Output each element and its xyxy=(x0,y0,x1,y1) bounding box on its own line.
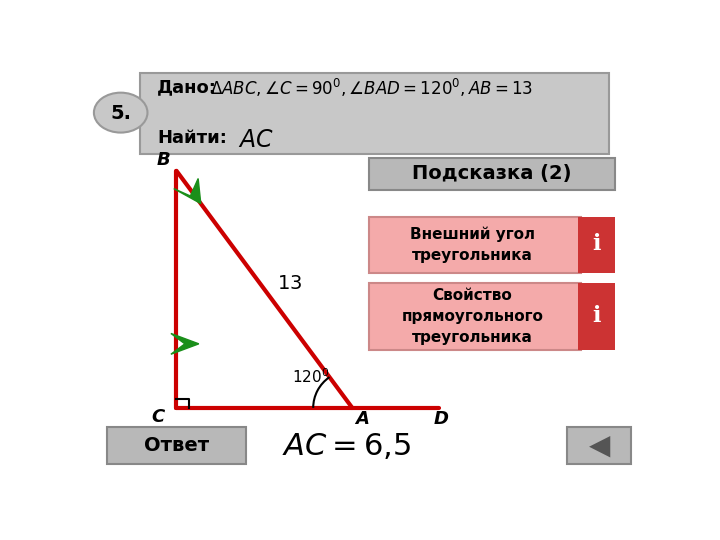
Text: B: B xyxy=(157,151,171,168)
FancyBboxPatch shape xyxy=(369,158,615,190)
FancyBboxPatch shape xyxy=(107,427,246,464)
Text: i: i xyxy=(593,233,601,255)
Text: C: C xyxy=(151,408,165,427)
FancyBboxPatch shape xyxy=(567,427,631,464)
Text: i: i xyxy=(593,305,601,327)
Text: $\mathit{13}$: $\mathit{13}$ xyxy=(277,274,302,293)
Text: $AC=6{,}5$: $AC=6{,}5$ xyxy=(282,431,411,461)
Text: Ответ: Ответ xyxy=(144,436,209,455)
Text: Внешний угол
треугольника: Внешний угол треугольника xyxy=(410,226,535,262)
Polygon shape xyxy=(174,179,201,204)
FancyBboxPatch shape xyxy=(578,283,615,349)
FancyBboxPatch shape xyxy=(369,283,581,349)
Text: $\Delta ABC,\angle C=90^{0},\angle BAD=120^{0},AB=13$: $\Delta ABC,\angle C=90^{0},\angle BAD=1… xyxy=(210,77,534,99)
Text: ◀: ◀ xyxy=(588,431,610,460)
Circle shape xyxy=(94,93,148,133)
Text: Найти:: Найти: xyxy=(157,129,227,146)
Text: Дано:: Дано: xyxy=(157,79,217,97)
Text: Свойство
прямоугольного
треугольника: Свойство прямоугольного треугольника xyxy=(401,288,543,345)
FancyBboxPatch shape xyxy=(140,73,609,154)
FancyBboxPatch shape xyxy=(578,217,615,273)
Polygon shape xyxy=(171,333,199,354)
Text: D: D xyxy=(433,410,448,428)
Text: $120^{0}$: $120^{0}$ xyxy=(292,368,329,386)
FancyBboxPatch shape xyxy=(369,217,581,273)
Text: $AC$: $AC$ xyxy=(238,127,274,152)
Text: 5.: 5. xyxy=(110,104,131,123)
Text: Подсказка (2): Подсказка (2) xyxy=(412,164,572,183)
Text: A: A xyxy=(355,410,369,428)
